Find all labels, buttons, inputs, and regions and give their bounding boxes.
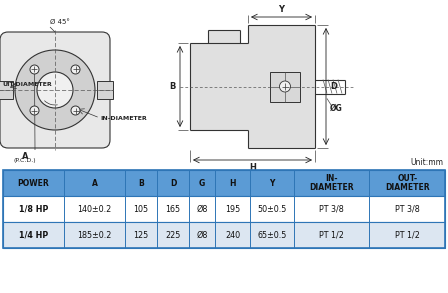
Text: PT 1/2: PT 1/2: [319, 231, 344, 239]
Circle shape: [15, 50, 95, 130]
Bar: [97, 81, 113, 99]
Circle shape: [30, 65, 39, 74]
Text: OUT-
DIAMETER: OUT- DIAMETER: [385, 174, 430, 192]
Text: Ø 45°: Ø 45°: [50, 19, 70, 25]
Circle shape: [280, 81, 290, 92]
Text: 240: 240: [225, 231, 240, 239]
Text: H: H: [229, 178, 236, 188]
Text: 195: 195: [225, 205, 240, 214]
Text: 50±0.5: 50±0.5: [257, 205, 287, 214]
Bar: [3, 196, 445, 222]
Text: Y: Y: [279, 5, 284, 14]
Text: B: B: [138, 178, 144, 188]
Text: IN-
DIAMETER: IN- DIAMETER: [309, 174, 354, 192]
Text: 140±0.2: 140±0.2: [78, 205, 112, 214]
Bar: [0, 81, 13, 99]
Bar: [3, 170, 445, 196]
Text: H: H: [249, 163, 256, 172]
Text: UIT-DIAMETER: UIT-DIAMETER: [2, 83, 52, 88]
Text: 125: 125: [134, 231, 149, 239]
Text: Unit:mm: Unit:mm: [410, 158, 443, 167]
Text: (P.C.D.): (P.C.D.): [14, 158, 36, 163]
Text: Y: Y: [269, 178, 275, 188]
Text: A: A: [92, 178, 98, 188]
Circle shape: [37, 72, 73, 108]
Polygon shape: [208, 30, 240, 43]
Text: Ø8: Ø8: [197, 231, 208, 239]
Text: 165: 165: [166, 205, 181, 214]
Text: ØG: ØG: [330, 104, 343, 113]
Text: D: D: [170, 178, 177, 188]
Text: G: G: [199, 178, 205, 188]
Text: 1/4 HP: 1/4 HP: [19, 231, 48, 239]
Bar: [3, 222, 445, 248]
Text: PT 1/2: PT 1/2: [395, 231, 420, 239]
FancyBboxPatch shape: [0, 32, 110, 148]
Polygon shape: [190, 25, 315, 148]
Text: 225: 225: [165, 231, 181, 239]
Bar: [270, 71, 300, 101]
Text: B: B: [170, 82, 176, 91]
Text: POWER: POWER: [17, 178, 49, 188]
Text: 185±0.2: 185±0.2: [78, 231, 112, 239]
Circle shape: [71, 106, 80, 115]
Text: 105: 105: [134, 205, 149, 214]
Text: D: D: [330, 82, 337, 91]
Circle shape: [71, 65, 80, 74]
Text: PT 3/8: PT 3/8: [319, 205, 344, 214]
Text: IN-DIAMETER: IN-DIAMETER: [100, 115, 147, 120]
Text: 1/8 HP: 1/8 HP: [19, 205, 48, 214]
Text: 65±0.5: 65±0.5: [257, 231, 287, 239]
Text: PT 3/8: PT 3/8: [395, 205, 420, 214]
Text: Ø8: Ø8: [197, 205, 208, 214]
Text: A: A: [22, 152, 28, 161]
Bar: [3, 170, 445, 248]
Circle shape: [30, 106, 39, 115]
